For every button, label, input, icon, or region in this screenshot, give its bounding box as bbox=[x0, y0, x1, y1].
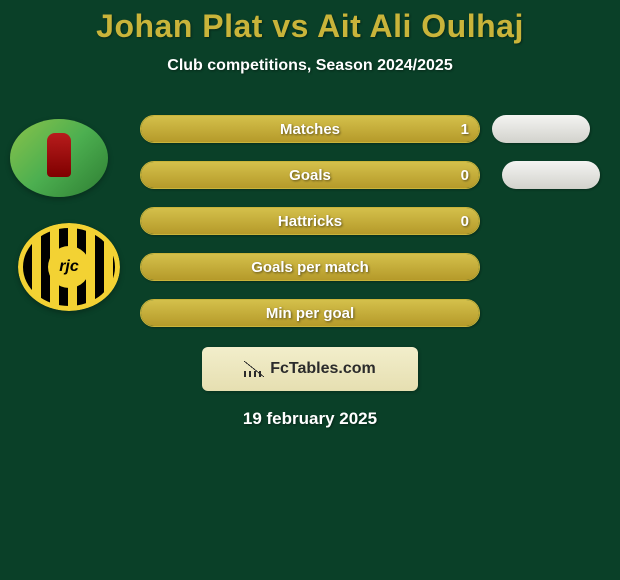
page-title: Johan Plat vs Ait Ali Oulhaj bbox=[0, 0, 620, 45]
stat-row-goals: Goals 0 bbox=[140, 161, 480, 189]
club-logo-icon bbox=[18, 223, 120, 311]
stat-label: Goals per match bbox=[141, 254, 479, 281]
stat-bar: Matches 1 bbox=[140, 115, 480, 143]
watermark-badge: FcTables.com bbox=[202, 347, 418, 391]
stat-row-goals-per-match: Goals per match bbox=[140, 253, 480, 281]
stat-bar: Hattricks 0 bbox=[140, 207, 480, 235]
stat-bars: Matches 1 Goals 0 Hattricks 0 Goals bbox=[140, 115, 480, 327]
stat-value: 1 bbox=[461, 116, 469, 143]
date-text: 19 february 2025 bbox=[0, 409, 620, 429]
player1-avatar bbox=[10, 119, 108, 197]
stat-label: Min per goal bbox=[141, 300, 479, 327]
subtitle: Club competitions, Season 2024/2025 bbox=[0, 57, 620, 75]
player-photo-placeholder bbox=[10, 119, 108, 197]
stat-row-hattricks: Hattricks 0 bbox=[140, 207, 480, 235]
stat-bar: Goals 0 bbox=[140, 161, 480, 189]
comparison-content: Matches 1 Goals 0 Hattricks 0 Goals bbox=[0, 115, 620, 429]
stat-label: Matches bbox=[141, 116, 479, 143]
stat-label: Goals bbox=[141, 162, 479, 189]
opponent-pill bbox=[502, 161, 600, 189]
stat-row-min-per-goal: Min per goal bbox=[140, 299, 480, 327]
stat-value: 0 bbox=[461, 162, 469, 189]
stat-row-matches: Matches 1 bbox=[140, 115, 480, 143]
stat-bar: Min per goal bbox=[140, 299, 480, 327]
player2-club-logo bbox=[18, 223, 120, 311]
stat-bar: Goals per match bbox=[140, 253, 480, 281]
stat-label: Hattricks bbox=[141, 208, 479, 235]
stat-value: 0 bbox=[461, 208, 469, 235]
opponent-pill bbox=[492, 115, 590, 143]
watermark-text: FcTables.com bbox=[270, 360, 376, 378]
